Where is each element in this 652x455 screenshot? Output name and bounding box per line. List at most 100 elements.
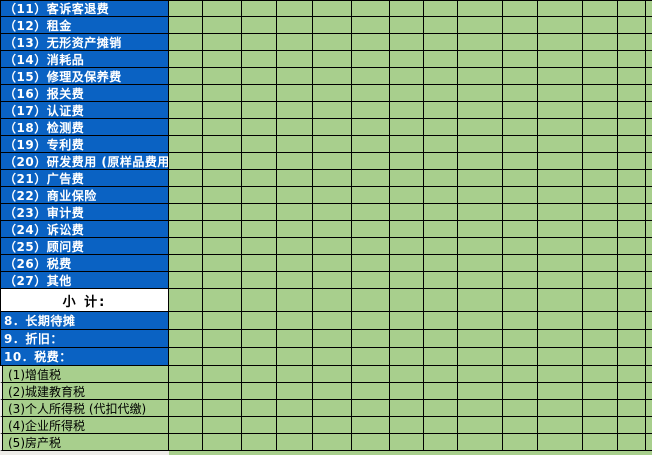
tax-label-cell[interactable]: (1)增值税 xyxy=(0,366,169,383)
data-cell[interactable] xyxy=(352,34,390,51)
data-cell[interactable] xyxy=(424,330,458,348)
data-cell[interactable] xyxy=(313,434,352,451)
data-cell[interactable] xyxy=(646,170,652,187)
data-cell[interactable] xyxy=(390,51,424,68)
data-cell[interactable] xyxy=(538,204,583,221)
data-cell[interactable] xyxy=(203,85,242,102)
data-cell[interactable] xyxy=(424,348,458,366)
data-cell[interactable] xyxy=(503,400,538,417)
data-cell[interactable] xyxy=(538,366,583,383)
data-cell[interactable] xyxy=(277,68,313,85)
data-cell[interactable] xyxy=(618,366,646,383)
data-cell[interactable] xyxy=(352,187,390,204)
data-cell[interactable] xyxy=(583,400,618,417)
data-cell[interactable] xyxy=(242,119,277,136)
data-cell[interactable] xyxy=(424,51,458,68)
data-cell[interactable] xyxy=(538,17,583,34)
data-cell[interactable] xyxy=(618,330,646,348)
data-cell[interactable] xyxy=(352,0,390,17)
data-cell[interactable] xyxy=(203,136,242,153)
data-cell[interactable] xyxy=(538,119,583,136)
data-cell[interactable] xyxy=(390,330,424,348)
data-cell[interactable] xyxy=(583,68,618,85)
tax-label-cell[interactable]: (2)城建教育税 xyxy=(0,383,169,400)
expense-label-cell[interactable]: （13）无形资产摊销 xyxy=(0,34,169,51)
data-cell[interactable] xyxy=(277,119,313,136)
data-cell[interactable] xyxy=(538,383,583,400)
expense-label-cell[interactable]: （14）消耗品 xyxy=(0,51,169,68)
data-cell[interactable] xyxy=(242,238,277,255)
data-cell[interactable] xyxy=(503,102,538,119)
data-cell[interactable] xyxy=(458,170,503,187)
data-cell[interactable] xyxy=(503,417,538,434)
data-cell[interactable] xyxy=(203,153,242,170)
data-cell[interactable] xyxy=(646,34,652,51)
data-cell[interactable] xyxy=(458,102,503,119)
data-cell[interactable] xyxy=(352,383,390,400)
data-cell[interactable] xyxy=(313,221,352,238)
expense-label-cell[interactable]: （27）其他 xyxy=(0,272,169,289)
tax-label-cell[interactable]: (5)房产税 xyxy=(0,434,169,451)
data-cell[interactable] xyxy=(313,17,352,34)
data-cell[interactable] xyxy=(424,417,458,434)
expense-label-cell[interactable]: （19）专利费 xyxy=(0,136,169,153)
data-cell[interactable] xyxy=(352,136,390,153)
data-cell[interactable] xyxy=(458,204,503,221)
data-cell[interactable] xyxy=(352,312,390,330)
data-cell[interactable] xyxy=(503,17,538,34)
data-cell[interactable] xyxy=(313,170,352,187)
data-cell[interactable] xyxy=(583,153,618,170)
data-cell[interactable] xyxy=(458,383,503,400)
data-cell[interactable] xyxy=(583,238,618,255)
data-cell[interactable] xyxy=(503,366,538,383)
data-cell[interactable] xyxy=(277,221,313,238)
data-cell[interactable] xyxy=(203,51,242,68)
data-cell[interactable] xyxy=(352,204,390,221)
data-cell[interactable] xyxy=(583,17,618,34)
data-cell[interactable] xyxy=(583,51,618,68)
data-cell[interactable] xyxy=(169,17,203,34)
data-cell[interactable] xyxy=(646,312,652,330)
data-cell[interactable] xyxy=(390,34,424,51)
data-cell[interactable] xyxy=(646,136,652,153)
data-cell[interactable] xyxy=(352,85,390,102)
data-cell[interactable] xyxy=(538,68,583,85)
data-cell[interactable] xyxy=(458,85,503,102)
data-cell[interactable] xyxy=(352,400,390,417)
data-cell[interactable] xyxy=(313,204,352,221)
data-cell[interactable] xyxy=(169,255,203,272)
data-cell[interactable] xyxy=(242,330,277,348)
data-cell[interactable] xyxy=(203,330,242,348)
data-cell[interactable] xyxy=(390,187,424,204)
data-cell[interactable] xyxy=(538,153,583,170)
data-cell[interactable] xyxy=(277,366,313,383)
data-cell[interactable] xyxy=(503,119,538,136)
data-cell[interactable] xyxy=(169,51,203,68)
data-cell[interactable] xyxy=(390,170,424,187)
data-cell[interactable] xyxy=(390,204,424,221)
data-cell[interactable] xyxy=(458,17,503,34)
data-cell[interactable] xyxy=(277,187,313,204)
data-cell[interactable] xyxy=(352,366,390,383)
expense-label-cell[interactable]: （24）诉讼费 xyxy=(0,221,169,238)
data-cell[interactable] xyxy=(313,187,352,204)
data-cell[interactable] xyxy=(503,136,538,153)
data-cell[interactable] xyxy=(313,312,352,330)
data-cell[interactable] xyxy=(313,153,352,170)
data-cell[interactable] xyxy=(390,255,424,272)
data-cell[interactable] xyxy=(352,170,390,187)
data-cell[interactable] xyxy=(583,204,618,221)
data-cell[interactable] xyxy=(458,400,503,417)
data-cell[interactable] xyxy=(538,289,583,312)
data-cell[interactable] xyxy=(277,330,313,348)
data-cell[interactable] xyxy=(390,272,424,289)
data-cell[interactable] xyxy=(313,51,352,68)
data-cell[interactable] xyxy=(618,51,646,68)
data-cell[interactable] xyxy=(646,204,652,221)
data-cell[interactable] xyxy=(203,119,242,136)
data-cell[interactable] xyxy=(390,0,424,17)
data-cell[interactable] xyxy=(646,85,652,102)
data-cell[interactable] xyxy=(646,400,652,417)
data-cell[interactable] xyxy=(390,366,424,383)
data-cell[interactable] xyxy=(390,136,424,153)
